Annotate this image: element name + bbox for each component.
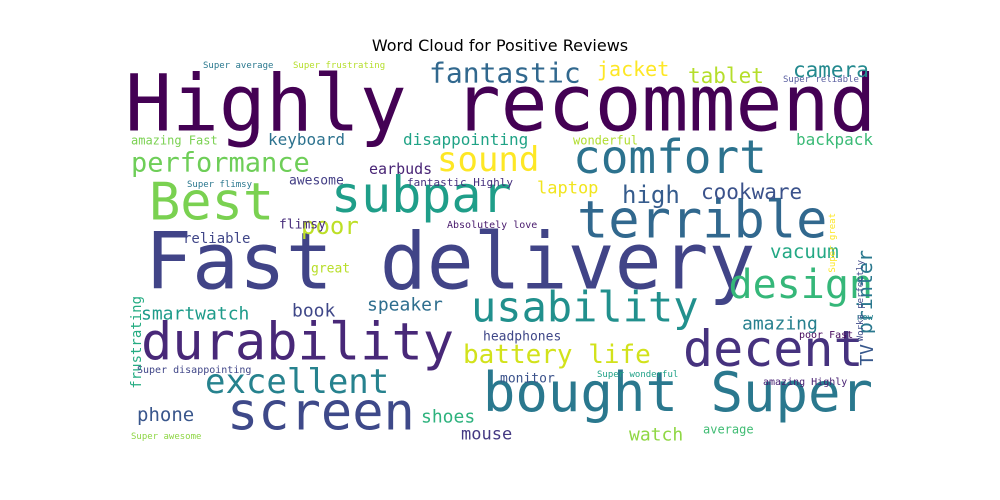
word-8: decent (683, 320, 864, 378)
word-28: speaker (367, 294, 443, 315)
word-22: jacket (597, 60, 669, 81)
word-16: battery life (463, 340, 651, 370)
word-2: bought Super (483, 361, 873, 424)
word-27: smartwatch (141, 303, 249, 324)
word-33: mouse (461, 425, 512, 445)
word-34: laptop (537, 179, 598, 199)
word-20: camera (793, 60, 869, 82)
word-54: Super disappointing (137, 365, 251, 376)
word-52: Super frustrating (293, 61, 385, 71)
word-23: tablet (688, 64, 764, 88)
word-10: usability (471, 283, 699, 332)
word-58: average (703, 423, 754, 437)
word-19: cookware (701, 180, 802, 204)
word-45: great (311, 261, 350, 276)
word-25: TV (857, 344, 875, 366)
word-40: monitor (500, 371, 555, 386)
word-35: keyboard (268, 130, 345, 149)
word-3: durability (141, 313, 454, 373)
word-61: Super great (828, 213, 838, 273)
word-60: new (857, 313, 874, 323)
word-30: phone (137, 404, 194, 426)
word-56: Super awesome (131, 432, 201, 442)
word-55: Super wonderful (597, 370, 678, 380)
word-62: Works perfectly (856, 259, 866, 341)
word-5: screen (227, 383, 415, 443)
word-57: amazing Highly (763, 377, 847, 388)
word-59: poor Fast (799, 330, 853, 341)
word-26: amazing (742, 313, 818, 334)
word-38: earbuds (369, 160, 432, 178)
word-42: reliable (183, 231, 250, 247)
word-0: Highly recommend (125, 60, 875, 149)
word-17: high (622, 181, 680, 209)
word-41: awesome (289, 173, 344, 188)
word-50: Super flimsy (187, 180, 253, 190)
word-18: poor (301, 212, 359, 240)
word-43: flimsy (279, 217, 326, 232)
word-24: printer (853, 250, 875, 334)
word-31: shoes (421, 406, 475, 427)
word-39: headphones (483, 329, 561, 344)
word-1: Fast delivery (145, 217, 755, 307)
word-14: performance (131, 148, 310, 179)
word-44: frustrating (129, 296, 145, 389)
word-21: vacuum (770, 241, 839, 263)
word-48: wonderful (573, 134, 638, 148)
word-12: excellent (205, 362, 389, 402)
word-29: book (292, 300, 336, 321)
word-11: design (729, 262, 874, 308)
word-cloud: Highly recommend Fast delivery bought Supe… (125, 60, 875, 445)
word-46: fantastic Highly (407, 176, 513, 189)
word-9: comfort (573, 130, 767, 184)
word-53: Super reliable (783, 75, 859, 85)
word-7: subpar (331, 166, 512, 224)
word-37: backpack (796, 130, 873, 149)
word-13: sound (437, 140, 539, 180)
chart-title: Word Cloud for Positive Reviews (371, 36, 629, 55)
word-6: Best (149, 173, 274, 233)
word-47: Absolutely love (447, 220, 537, 231)
word-15: fantastic (429, 60, 581, 89)
word-51: Super average (203, 61, 273, 71)
word-4: terrible (577, 191, 827, 251)
word-49: amazing Fast (131, 134, 218, 148)
word-36: disappointing (403, 130, 528, 149)
word-32: watch (629, 424, 683, 445)
word-cloud-area: Highly recommend Fast delivery bought Supe… (125, 60, 875, 450)
